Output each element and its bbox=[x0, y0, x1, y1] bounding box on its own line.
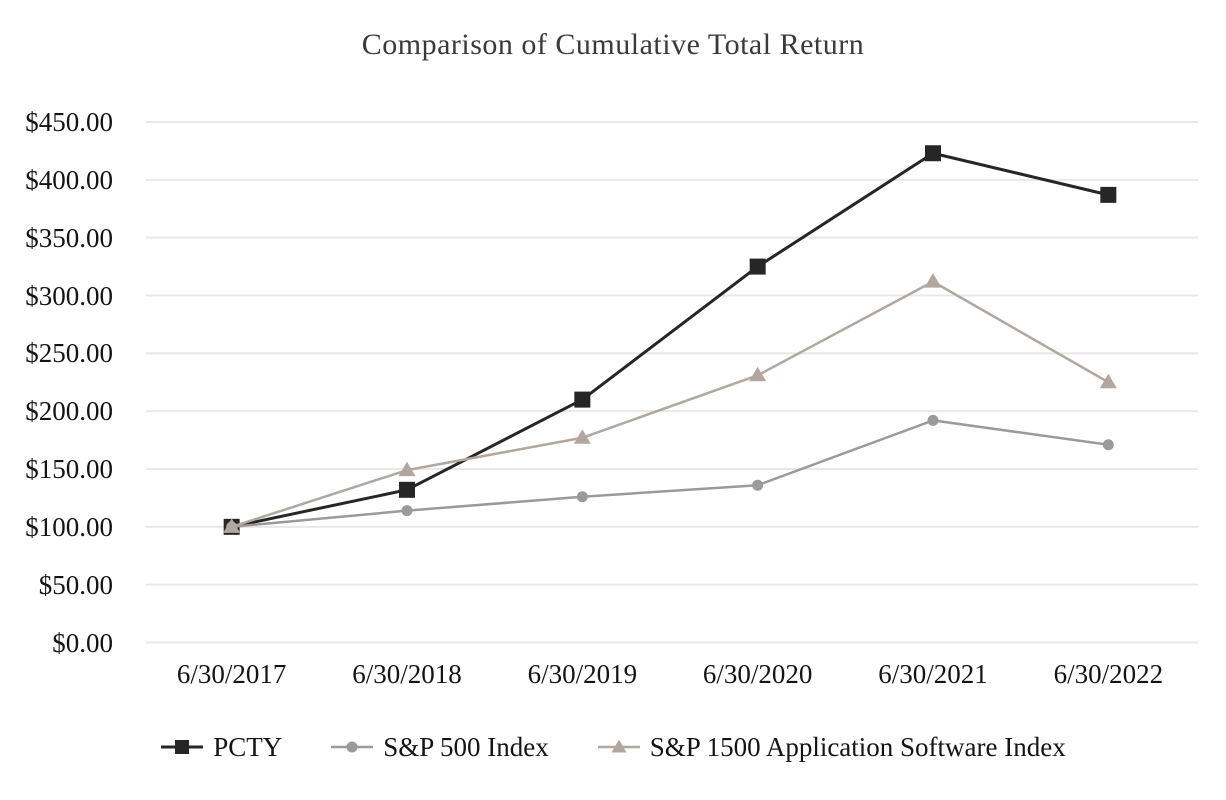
marker-circle-s-p-500-index-4 bbox=[927, 414, 939, 426]
legend-circle-marker-icon bbox=[331, 741, 374, 753]
legend-square-marker-icon bbox=[161, 740, 204, 754]
marker-triangle-s-p-1500-application-software-index-4 bbox=[924, 273, 942, 288]
x-tick-label: 6/30/2019 bbox=[527, 659, 638, 689]
marker-circle-s-p-500-index-5 bbox=[1102, 439, 1114, 451]
y-tick-label: $100.00 bbox=[25, 511, 113, 542]
chart-title: Comparison of Cumulative Total Return bbox=[361, 28, 865, 61]
series-line-pcty bbox=[231, 151, 1109, 529]
marker-triangle-s-p-1500-application-software-index-1 bbox=[398, 461, 416, 477]
y-tick-label: $300.00 bbox=[25, 280, 113, 311]
x-tick-label: 6/30/2020 bbox=[702, 659, 813, 689]
marker-square-pcty-5 bbox=[1100, 186, 1117, 203]
x-tick-label: 6/30/2018 bbox=[352, 659, 462, 689]
marker-triangle-s-p-1500-application-software-index-2 bbox=[573, 429, 591, 444]
y-tick-label: $400.00 bbox=[25, 164, 113, 195]
y-tick-label: $200.00 bbox=[25, 396, 113, 427]
marker-circle-s-p-500-index-3 bbox=[752, 479, 764, 491]
y-tick-label: $250.00 bbox=[25, 338, 113, 369]
series-line-s-p-1500-application-software-index bbox=[231, 280, 1109, 529]
marker-circle-s-p-500-index-1 bbox=[401, 505, 413, 517]
y-tick-label: $450.00 bbox=[25, 107, 113, 137]
x-tick-label: 6/30/2017 bbox=[176, 659, 287, 689]
legend-label-s-p-500-index: S&P 500 Index bbox=[383, 732, 549, 762]
legend-label-s-p-1500-application-software-index: S&P 1500 Application Software Index bbox=[649, 732, 1066, 762]
x-tick-label: 6/30/2021 bbox=[878, 659, 988, 689]
marker-square-pcty-1 bbox=[399, 481, 415, 498]
y-tick-label: $50.00 bbox=[38, 569, 113, 600]
legend-item-s-p-1500-application-software-index: S&P 1500 Application Software Index bbox=[597, 731, 1066, 763]
marker-triangle-s-p-1500-application-software-index-0 bbox=[223, 518, 241, 533]
y-tick-label: $0.00 bbox=[52, 627, 113, 658]
y-tick-label: $350.00 bbox=[25, 222, 113, 253]
marker-triangle-s-p-1500-application-software-index-5 bbox=[1099, 373, 1117, 389]
y-tick-label: $150.00 bbox=[25, 454, 113, 484]
marker-square-pcty-3 bbox=[749, 258, 766, 275]
series-line-s-p-500-index bbox=[231, 419, 1109, 529]
legend-triangle-marker-icon bbox=[597, 739, 640, 753]
legend-item-s-p-500-index: S&P 500 Index bbox=[330, 731, 549, 763]
marker-circle-s-p-500-index-2 bbox=[576, 491, 588, 503]
legend-label-pcty: PCTY bbox=[213, 732, 283, 762]
marker-square-pcty-2 bbox=[574, 391, 591, 408]
marker-square-pcty-4 bbox=[925, 145, 941, 162]
x-tick-label: 6/30/2022 bbox=[1053, 659, 1164, 689]
legend: PCTY S&P 500 Index S&P 1500 Application So… bbox=[0, 731, 1226, 763]
marker-triangle-s-p-1500-application-software-index-3 bbox=[749, 366, 767, 382]
legend-item-pcty: PCTY bbox=[160, 731, 282, 763]
